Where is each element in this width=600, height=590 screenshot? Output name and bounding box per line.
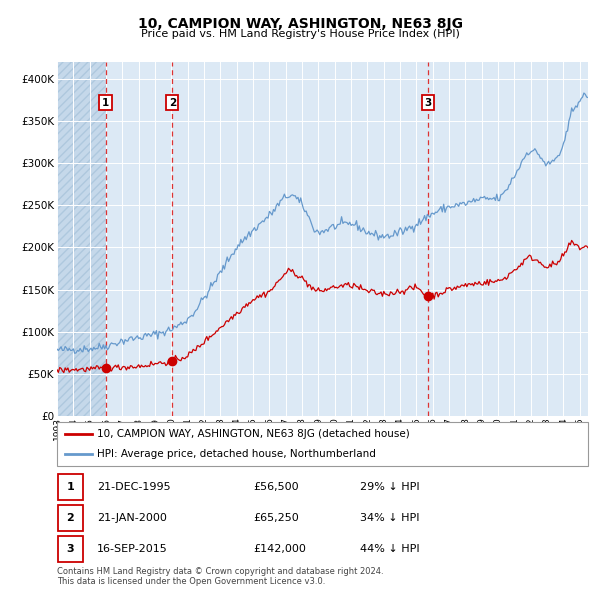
Text: 3: 3 [424, 98, 431, 107]
Text: 2: 2 [67, 513, 74, 523]
Bar [57, 62, 106, 416]
Text: £56,500: £56,500 [253, 483, 299, 492]
Bar [57, 62, 106, 416]
FancyBboxPatch shape [58, 474, 83, 500]
Text: Contains HM Land Registry data © Crown copyright and database right 2024.
This d: Contains HM Land Registry data © Crown c… [57, 567, 383, 586]
Text: HPI: Average price, detached house, Northumberland: HPI: Average price, detached house, Nort… [97, 449, 376, 459]
Bar [106, 62, 588, 416]
Text: 29% ↓ HPI: 29% ↓ HPI [359, 483, 419, 492]
Text: 34% ↓ HPI: 34% ↓ HPI [359, 513, 419, 523]
Text: Price paid vs. HM Land Registry's House Price Index (HPI): Price paid vs. HM Land Registry's House … [140, 29, 460, 39]
Text: £142,000: £142,000 [253, 544, 307, 553]
FancyBboxPatch shape [58, 505, 83, 531]
Text: 10, CAMPION WAY, ASHINGTON, NE63 8JG (detached house): 10, CAMPION WAY, ASHINGTON, NE63 8JG (de… [97, 429, 410, 439]
Text: 10, CAMPION WAY, ASHINGTON, NE63 8JG: 10, CAMPION WAY, ASHINGTON, NE63 8JG [137, 17, 463, 31]
FancyBboxPatch shape [58, 536, 83, 562]
Text: 21-JAN-2000: 21-JAN-2000 [97, 513, 167, 523]
Text: 1: 1 [102, 98, 109, 107]
Text: 1: 1 [67, 483, 74, 492]
Text: £65,250: £65,250 [253, 513, 299, 523]
FancyBboxPatch shape [57, 422, 588, 466]
Text: 16-SEP-2015: 16-SEP-2015 [97, 544, 167, 553]
Text: 3: 3 [67, 544, 74, 553]
Text: 21-DEC-1995: 21-DEC-1995 [97, 483, 170, 492]
Text: 2: 2 [169, 98, 176, 107]
Text: 44% ↓ HPI: 44% ↓ HPI [359, 544, 419, 553]
